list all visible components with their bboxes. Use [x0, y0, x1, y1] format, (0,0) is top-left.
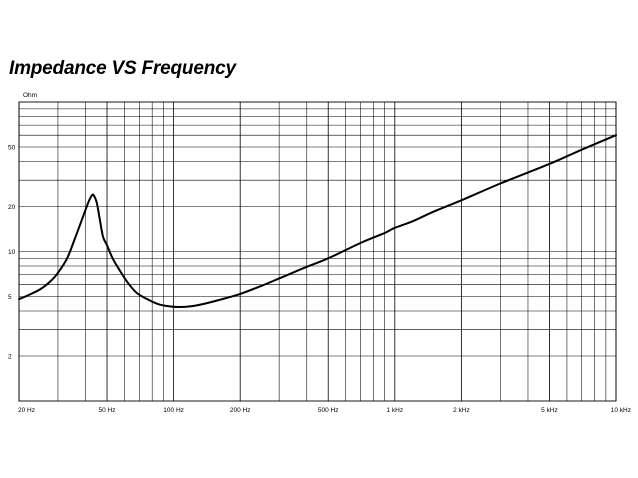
y-tick-label: 5 [8, 294, 12, 301]
x-tick-label: 20 Hz [18, 407, 35, 414]
impedance-curve [18, 134, 617, 309]
plot-frame [18, 101, 617, 402]
x-tick-label: 100 Hz [163, 407, 184, 414]
y-tick-label: 2 [8, 353, 12, 360]
grid-lines [18, 102, 617, 401]
x-tick-label: 10 kHz [611, 407, 631, 414]
plot-border [18, 101, 617, 402]
x-tick-label: 200 Hz [230, 407, 251, 414]
x-tick-label: 50 Hz [99, 407, 116, 414]
x-tick-label: 2 kHz [453, 407, 470, 414]
y-tick-label: 50 [8, 145, 16, 152]
x-tick-label: 1 kHz [386, 407, 403, 414]
x-tick-label: 5 kHz [541, 407, 558, 414]
x-tick-labels: 20 Hz 50 Hz 100 Hz 200 Hz 500 Hz 1 kHz 2 kHz 5 … [18, 407, 631, 414]
x-tick-label: 500 Hz [318, 407, 339, 414]
y-tick-label: 20 [8, 204, 16, 211]
y-axis-label: Ohm [23, 92, 37, 99]
chart-title: Impedance VS Frequency [9, 58, 236, 79]
y-tick-label: 10 [8, 249, 16, 256]
y-tick-labels: 2 5 10 20 50 [8, 145, 16, 361]
